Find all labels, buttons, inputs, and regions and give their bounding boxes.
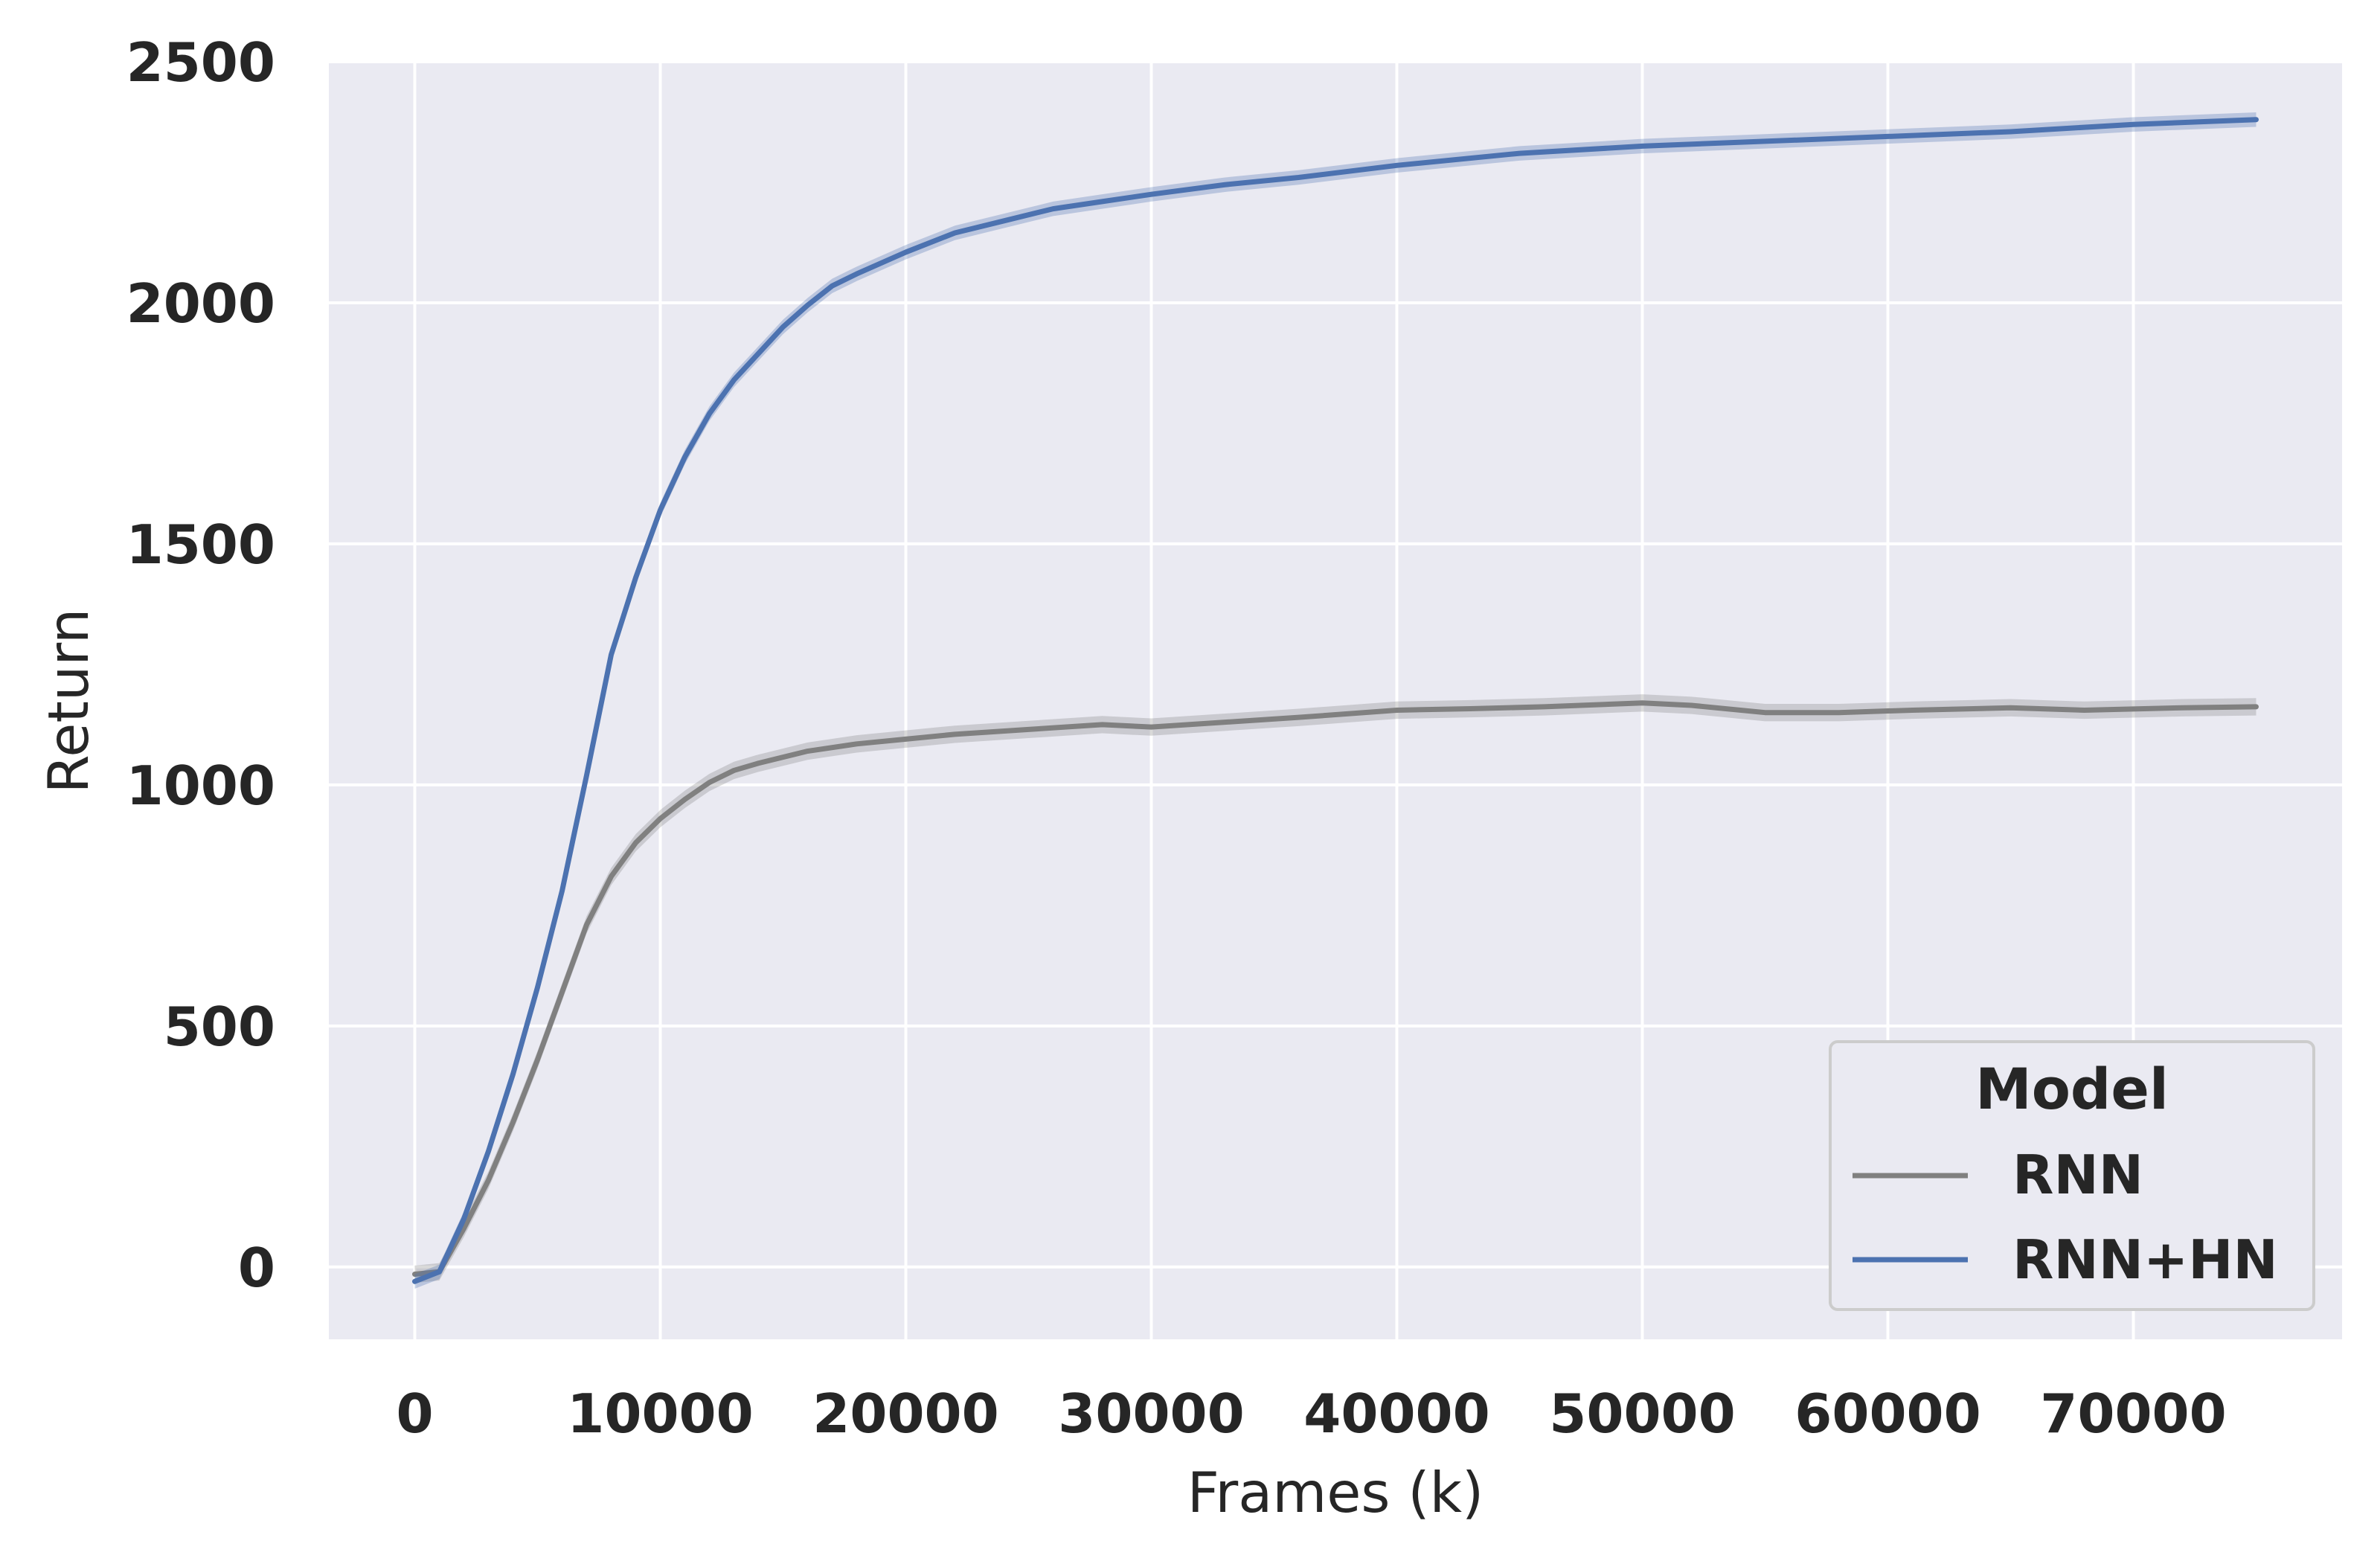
data-point-rnn [905, 737, 907, 740]
y-tick-label: 2000 [126, 272, 275, 335]
data-point-rnn [1396, 708, 1398, 711]
data-point-rnn-hn [1150, 193, 1152, 196]
y-tick-label: 0 [238, 1237, 275, 1299]
data-point-rnn [856, 743, 858, 746]
data-point-rnn [610, 875, 612, 878]
data-point-rnn-hn [733, 379, 735, 382]
x-tick-label: 60000 [1794, 1382, 1981, 1445]
data-point-rnn [2083, 708, 2085, 711]
data-point-rnn-hn [512, 1073, 514, 1076]
data-point-rnn-hn [414, 1280, 416, 1283]
data-point-rnn-hn [954, 231, 956, 234]
x-tick-label: 50000 [1549, 1382, 1736, 1445]
data-point-rnn-hn [487, 1150, 490, 1153]
y-tick-label: 1000 [126, 754, 275, 817]
data-point-rnn-hn [806, 304, 809, 307]
data-point-rnn-hn [1641, 144, 1643, 147]
data-point-rnn [757, 762, 760, 765]
data-point-rnn [659, 817, 661, 820]
data-point-rnn [586, 923, 588, 926]
y-axis-tick-labels: 0 500 1000 1500 2000 2500 [126, 31, 275, 1299]
data-point-rnn-hn [2132, 123, 2134, 126]
data-point-rnn [1469, 708, 1472, 711]
data-point-rnn-hn [1224, 183, 1226, 186]
data-point-rnn-hn [856, 272, 858, 275]
data-point-rnn-hn [438, 1270, 440, 1273]
data-point-rnn-hn [1518, 152, 1521, 155]
x-axis-tick-labels: 0 10000 20000 30000 40000 50000 60000 70000 [396, 1382, 2226, 1445]
x-tick-label: 20000 [812, 1382, 999, 1445]
x-tick-label: 0 [396, 1382, 433, 1445]
data-point-rnn-hn [2255, 118, 2257, 121]
x-tick-label: 30000 [1058, 1382, 1245, 1445]
data-point-rnn [684, 798, 686, 801]
data-point-rnn [561, 990, 563, 993]
data-point-rnn [2181, 706, 2184, 709]
data-point-rnn [2255, 705, 2257, 708]
x-tick-label: 70000 [2040, 1382, 2227, 1445]
data-point-rnn [1690, 704, 1693, 707]
data-point-rnn-hn [1887, 135, 1889, 138]
data-point-rnn [1298, 716, 1300, 719]
data-point-rnn [1101, 723, 1103, 726]
data-point-rnn [1224, 721, 1226, 724]
series-line-rnn [412, 700, 2259, 1278]
y-tick-label: 1500 [126, 513, 275, 576]
data-point-rnn-hn [831, 284, 833, 287]
data-point-rnn-hn [684, 455, 686, 458]
data-point-rnn-hn [782, 325, 784, 328]
data-point-rnn-hn [463, 1217, 465, 1220]
x-tick-label: 10000 [567, 1382, 754, 1445]
data-point-rnn-hn [635, 576, 637, 579]
data-point-rnn-hn [659, 509, 661, 512]
legend-label-rnn-hn: RNN+HN [2012, 1228, 2278, 1291]
data-point-rnn [1911, 708, 1914, 711]
data-point-rnn-hn [905, 251, 907, 254]
data-point-rnn-hn [536, 986, 539, 989]
data-point-rnn-hn [561, 889, 563, 892]
data-point-rnn-hn [1764, 140, 1766, 143]
data-point-rnn [487, 1179, 490, 1182]
x-tick-label: 40000 [1303, 1382, 1490, 1445]
data-point-rnn-hn [708, 412, 711, 415]
legend: Model RNN RNN+HN [1829, 1040, 2315, 1311]
data-point-rnn [1838, 711, 1840, 714]
data-point-rnn-hn [586, 774, 588, 777]
x-axis-title: Frames (k) [1187, 1460, 1484, 1525]
data-point-rnn [954, 733, 956, 736]
legend-box [1829, 1040, 2315, 1311]
data-point-rnn [414, 1273, 416, 1276]
data-point-rnn-hn [2009, 130, 2012, 133]
data-point-rnn-hn [610, 653, 612, 656]
data-point-rnn [708, 781, 711, 784]
data-point-rnn [806, 750, 809, 753]
data-point-rnn [536, 1058, 539, 1061]
data-point-rnn [1641, 702, 1643, 705]
data-point-rnn [1027, 728, 1030, 731]
data-point-rnn-hn [1003, 219, 1005, 222]
data-point-rnn-hn [757, 352, 760, 355]
legend-title: Model [1975, 1056, 2169, 1122]
y-tick-label: 500 [164, 996, 275, 1058]
y-tick-label: 2500 [126, 31, 275, 94]
data-point-rnn [1150, 725, 1152, 728]
data-point-rnn [733, 769, 735, 772]
data-point-rnn [512, 1121, 514, 1124]
data-point-rnn [463, 1227, 465, 1230]
data-point-rnn [635, 842, 637, 845]
data-point-rnn-hn [1101, 200, 1103, 203]
data-point-rnn-hn [1052, 208, 1054, 211]
data-point-rnn [2009, 706, 2012, 709]
data-point-rnn-hn [1396, 164, 1398, 167]
data-point-rnn [1543, 705, 1545, 708]
data-point-rnn-hn [1298, 176, 1300, 179]
legend-label-rnn: RNN [2012, 1144, 2143, 1206]
y-axis-title: Return [36, 609, 101, 794]
data-point-rnn [1764, 711, 1766, 714]
series-layer [412, 112, 2259, 1289]
